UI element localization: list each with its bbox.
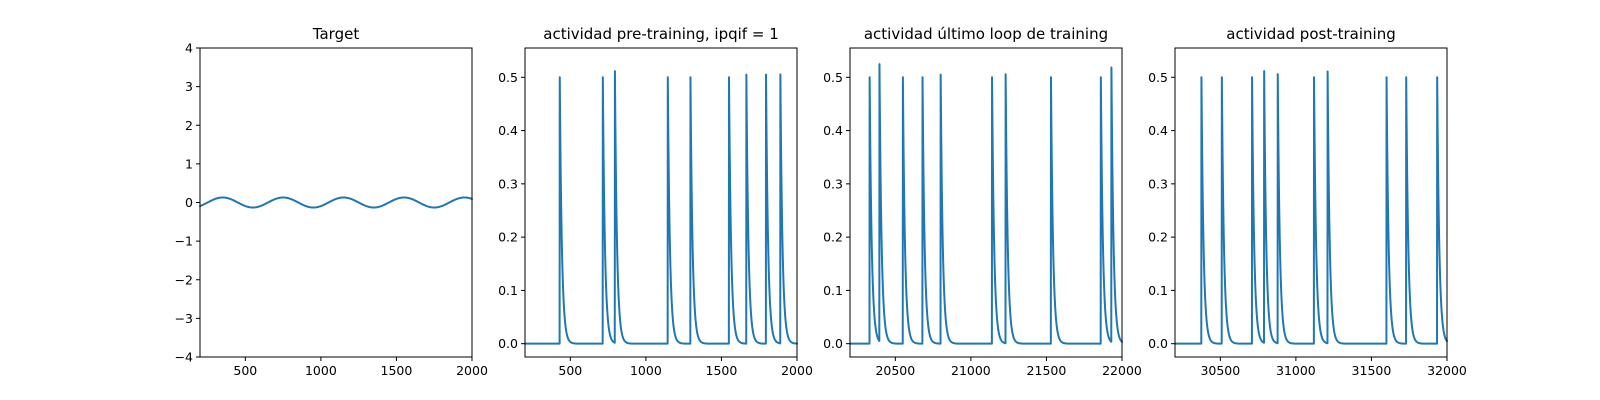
x-tick-label: 21500 [1027,363,1067,378]
spike-peak-5 [939,73,942,76]
y-tick-label: 3 [185,79,193,94]
spike-peak-7 [1004,73,1007,76]
axes-frame [199,47,473,358]
y-tick-label: 0.3 [1148,176,1168,191]
spike-peak-5 [689,76,692,79]
axes-frame [849,47,1123,358]
y-tick-label: 0.3 [498,176,518,191]
y-tick-label: 0.5 [1148,70,1168,85]
spike-peak-8 [1050,76,1052,79]
spike-peak-4 [921,76,924,79]
spike-peak-8 [1385,76,1388,79]
spike-peak-7 [1326,71,1329,73]
x-tick-label: 500 [558,363,582,378]
x-tick-label: 31500 [1352,363,1392,378]
series-line [1174,70,1448,345]
subplot-2: actividad pre-training, ipqif = 1 500 1000… [498,25,813,378]
series-line [524,70,798,345]
spike-peak-2 [878,65,881,68]
x-tick-label: 1000 [305,363,337,378]
y-tick-label: 0.5 [823,70,843,85]
spike-peak-5 [1276,73,1279,76]
y-tick-label: 0.4 [823,123,843,138]
spike-peak-10 [1436,76,1438,79]
spike-peak-3 [1251,76,1253,79]
x-tick-label: 21000 [951,363,991,378]
y-tick-label: 2 [185,118,193,133]
subplot-title: Target [312,25,360,43]
y-tick-label: 0.0 [498,336,518,351]
x-tick-label: 500 [233,363,257,378]
subplot-1: Target 500 1000 1500 2000 −4 −3 −2 −1 0 1 2 3 4 [175,25,488,378]
spike-peak-9 [1405,76,1407,79]
x-tick-label: 31000 [1276,363,1316,378]
x-tick-label: 1500 [706,363,738,378]
spike-peak-9 [779,73,782,76]
spike-peak-3 [614,71,616,73]
subplot-title: actividad post-training [1226,25,1395,43]
subplot-title: actividad último loop de training [864,25,1108,43]
spike-peak-3 [902,76,904,79]
y-tick-label: 0.1 [1148,283,1168,298]
y-tick-label: 0.2 [823,230,843,245]
spike-peak-4 [667,76,669,79]
y-tick-label: 0.1 [498,283,518,298]
spike-peak-1 [558,76,561,79]
x-tick-label: 2000 [456,363,488,378]
spike-peak-4 [1263,71,1265,73]
y-tick-label: 0.2 [498,230,518,245]
spike-peak-8 [765,73,767,76]
spike-peak-7 [745,73,748,76]
axes-frame [1174,47,1448,358]
y-tick-label: 0.3 [823,176,843,191]
x-tick-label: 20500 [875,363,915,378]
spike-peak-1 [1200,76,1203,79]
x-tick-label: 30500 [1200,363,1240,378]
x-tick-label: 2000 [781,363,813,378]
series-line [849,63,1123,345]
y-tick-label: −1 [175,234,193,249]
y-tick-label: 4 [185,41,193,56]
spike-peak-9 [1100,76,1102,79]
subplot-4: actividad post-training 30500 31000 31500 32… [1148,25,1467,378]
y-tick-label: −2 [175,272,193,287]
y-tick-label: 0 [185,195,193,210]
x-tick-label: 1500 [381,363,413,378]
spike-peak-1 [868,76,871,79]
subplot-3: actividad último loop de training 20500 21… [823,25,1142,378]
spike-peak-6 [991,76,993,79]
x-tick-label: 32000 [1427,363,1467,378]
y-tick-label: 0.0 [823,336,843,351]
spike-peak-2 [602,76,604,79]
y-tick-label: 0.2 [1148,230,1168,245]
subplot-title: actividad pre-training, ipqif = 1 [543,25,779,43]
y-tick-label: 0.4 [1148,123,1168,138]
series-line [199,196,473,209]
spike-peak-10 [1110,68,1113,71]
y-tick-label: 0.1 [823,283,843,298]
x-tick-label: 22000 [1102,363,1142,378]
y-tick-label: −4 [175,350,193,365]
y-tick-label: 0.0 [1148,336,1168,351]
axes-frame [524,47,798,358]
y-tick-label: −3 [175,311,193,326]
y-tick-label: 0.4 [498,123,518,138]
spike-peak-2 [1221,76,1223,79]
spike-peak-6 [728,76,730,79]
x-tick-label: 1000 [630,363,662,378]
y-tick-label: 1 [185,156,193,171]
y-tick-label: 0.5 [498,70,518,85]
spike-peak-6 [1313,76,1315,79]
